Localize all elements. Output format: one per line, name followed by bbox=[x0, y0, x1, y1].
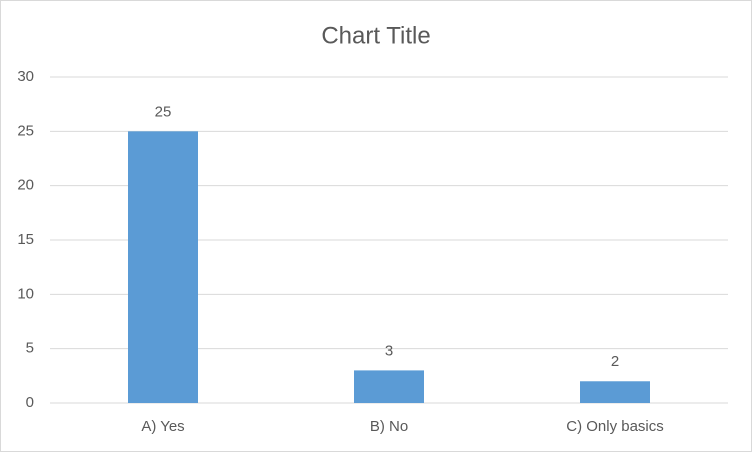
bar bbox=[128, 131, 198, 404]
data-label: 25 bbox=[155, 103, 172, 120]
y-tick-label: 15 bbox=[17, 231, 34, 248]
y-tick-label: 5 bbox=[26, 340, 34, 357]
x-tick-label: A) Yes bbox=[141, 418, 184, 435]
chart-title: Chart Title bbox=[321, 22, 430, 49]
data-label: 2 bbox=[611, 353, 619, 370]
x-tick-label: C) Only basics bbox=[566, 418, 664, 435]
x-tick-label: B) No bbox=[370, 418, 408, 435]
y-tick-label: 20 bbox=[17, 177, 34, 194]
y-tick-label: 0 bbox=[26, 394, 34, 411]
y-tick-label: 10 bbox=[17, 285, 34, 302]
bar bbox=[354, 370, 424, 403]
bar bbox=[580, 381, 650, 403]
y-tick-label: 30 bbox=[17, 68, 34, 85]
y-tick-label: 25 bbox=[17, 122, 34, 139]
data-label: 3 bbox=[385, 342, 393, 359]
